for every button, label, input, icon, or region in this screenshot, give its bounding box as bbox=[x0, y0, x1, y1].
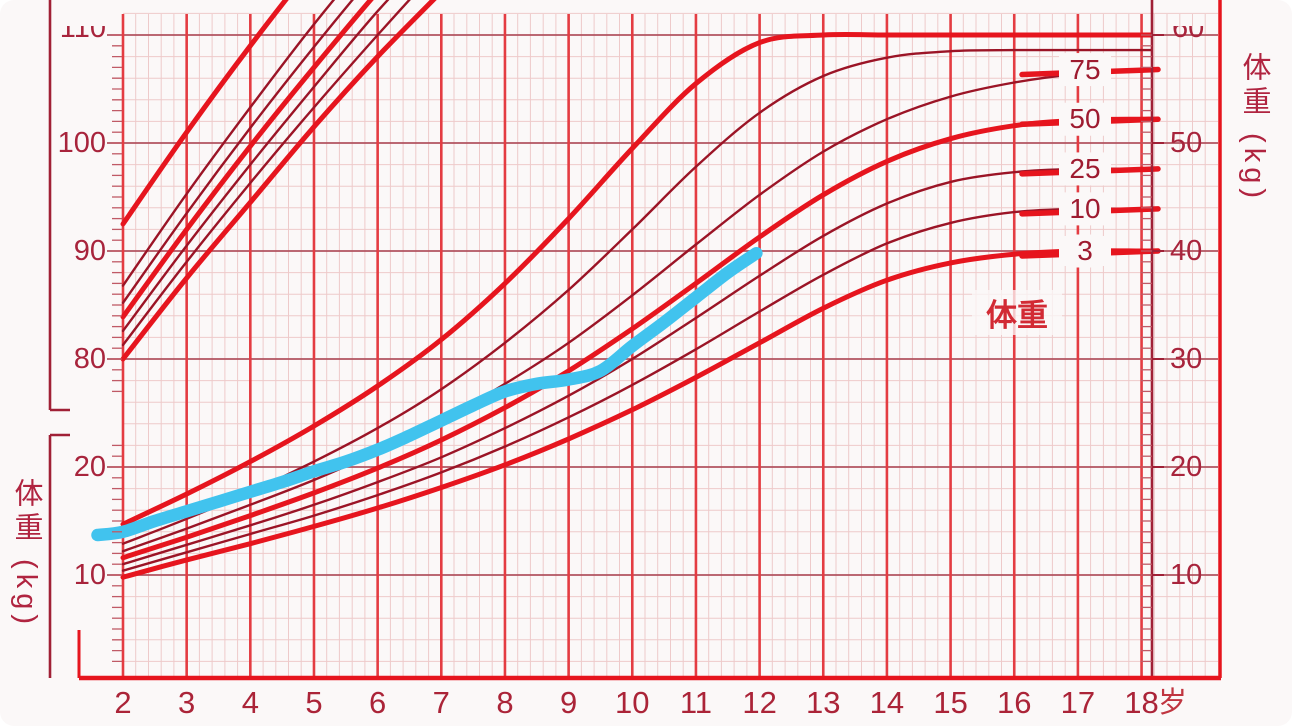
right-axis-title: 体重 (kg) bbox=[1238, 52, 1270, 203]
x-tick-11: 11 bbox=[679, 685, 713, 720]
x-tick-16: 16 bbox=[996, 685, 1032, 720]
x-tick-9: 9 bbox=[559, 685, 578, 720]
percentile-label-10: 10 bbox=[1059, 193, 1111, 224]
right-tick-50: 50 bbox=[1170, 127, 1203, 159]
x-tick-8: 8 bbox=[496, 685, 514, 720]
x-tick-2: 2 bbox=[114, 685, 132, 720]
curves-group bbox=[91, 0, 1152, 580]
right-tick-10: 10 bbox=[1170, 559, 1203, 591]
x-tick-13: 13 bbox=[806, 685, 841, 720]
x-tick-3: 3 bbox=[178, 685, 196, 720]
weight-p90-curve bbox=[121, 48, 1152, 545]
x-tick-18: 18 bbox=[1124, 685, 1159, 720]
height-p97-curve bbox=[120, 0, 289, 227]
weight-p97-curve bbox=[120, 31, 1152, 527]
weight-p25-curve bbox=[121, 167, 1152, 566]
left-tick-100: 100 bbox=[57, 127, 106, 159]
x-tick-15: 15 bbox=[933, 685, 968, 720]
age-unit-suffix: 岁 bbox=[1158, 687, 1188, 719]
x-tick-5: 5 bbox=[305, 685, 323, 720]
left-tick-10kg: 10 bbox=[73, 559, 106, 591]
weight-family-label: 体重 bbox=[972, 290, 1062, 335]
height-p10-curve bbox=[121, 0, 411, 347]
x-tick-17: 17 bbox=[1060, 685, 1096, 720]
left-tick-20kg: 20 bbox=[73, 451, 106, 483]
percentile-label-3: 3 bbox=[1059, 236, 1111, 266]
right-tick-60-cut: 60 bbox=[1172, 26, 1232, 45]
percentile-label-25: 25 bbox=[1059, 153, 1111, 184]
left-tick-80: 80 bbox=[73, 343, 106, 375]
x-tick-14: 14 bbox=[869, 685, 905, 720]
weight-p75-curve bbox=[121, 68, 1152, 553]
right-tick-30: 30 bbox=[1170, 343, 1203, 375]
x-tick-6: 6 bbox=[369, 685, 387, 720]
height-p3-curve bbox=[120, 0, 437, 362]
patient-weight-line bbox=[91, 246, 763, 542]
right-tick-40: 40 bbox=[1170, 235, 1203, 267]
x-tick-4: 4 bbox=[241, 685, 259, 720]
x-tick-12: 12 bbox=[742, 685, 777, 720]
height-p25-curve bbox=[121, 0, 390, 333]
left-tick-110-cut: 110 bbox=[40, 26, 106, 45]
weight-p50-curve bbox=[120, 116, 1152, 561]
left-tick-110: 110 bbox=[59, 26, 106, 44]
left-axis-title: 体重 (kg) bbox=[10, 478, 42, 629]
height-p90-curve bbox=[121, 0, 336, 287]
x-tick-7: 7 bbox=[432, 685, 450, 720]
weight-p10-curve bbox=[121, 207, 1152, 572]
right-tick-20: 20 bbox=[1170, 451, 1203, 483]
left-tick-90: 90 bbox=[73, 235, 106, 267]
percentile-label-50: 50 bbox=[1059, 104, 1111, 135]
height-p75-curve bbox=[121, 0, 354, 304]
height-p50-curve bbox=[120, 0, 374, 320]
x-tick-10: 10 bbox=[615, 685, 650, 720]
right-tick-60: 60 bbox=[1172, 26, 1205, 44]
weight-p3-curve bbox=[120, 248, 1152, 580]
percentile-label-75: 75 bbox=[1059, 54, 1111, 85]
